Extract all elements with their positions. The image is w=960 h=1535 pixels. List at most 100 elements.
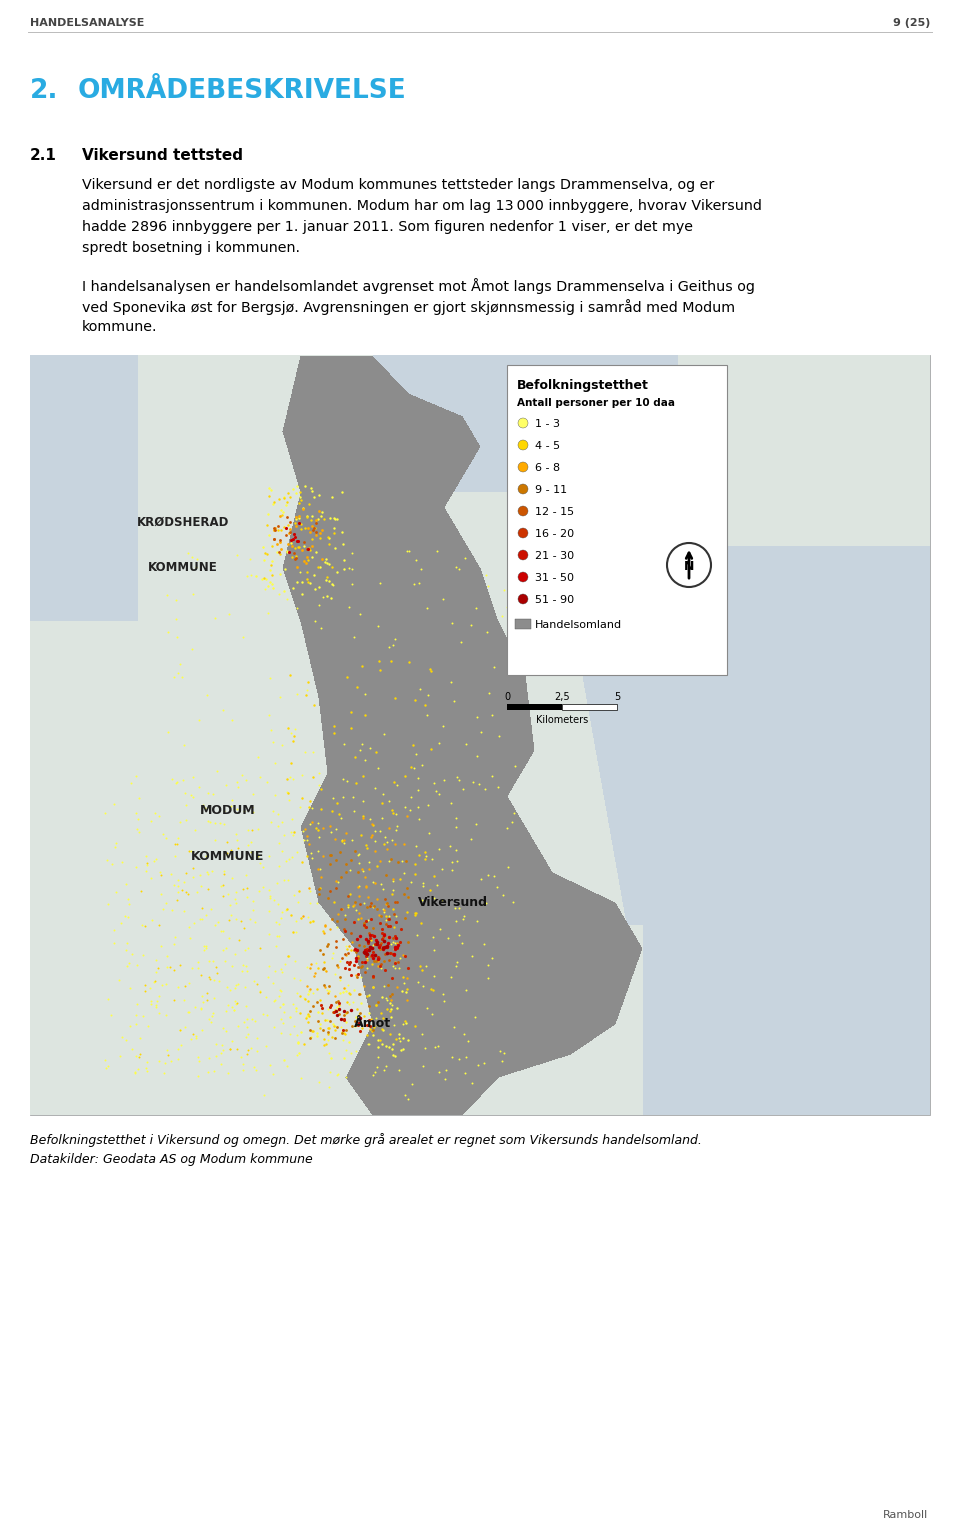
Point <box>241 818 256 843</box>
Point <box>313 616 328 640</box>
Point <box>212 969 228 993</box>
Point <box>434 857 449 881</box>
Point <box>343 1041 358 1065</box>
Point <box>426 938 442 962</box>
Point <box>327 1018 343 1042</box>
Point <box>507 576 522 600</box>
Point <box>317 1033 332 1058</box>
Point <box>332 981 348 1005</box>
Point <box>338 907 353 932</box>
Point <box>342 1030 357 1055</box>
Point <box>305 1019 321 1044</box>
Point <box>311 574 326 599</box>
Point <box>387 923 402 947</box>
Point <box>359 946 374 970</box>
Point <box>348 936 363 961</box>
Point <box>358 915 373 939</box>
Point <box>469 705 485 729</box>
Point <box>295 582 310 606</box>
Point <box>239 959 254 984</box>
Point <box>355 764 371 789</box>
Point <box>204 1004 220 1028</box>
Point <box>170 826 185 850</box>
Point <box>258 1033 274 1058</box>
Point <box>285 729 300 754</box>
Point <box>314 797 329 821</box>
Point <box>179 880 194 904</box>
Point <box>290 534 305 559</box>
Point <box>264 548 279 573</box>
Text: 4 - 5: 4 - 5 <box>535 441 560 451</box>
Point <box>193 962 208 987</box>
Point <box>260 502 276 527</box>
Point <box>379 863 395 887</box>
Point <box>279 540 295 565</box>
Point <box>372 903 388 927</box>
Point <box>369 896 384 921</box>
Point <box>419 843 434 867</box>
Point <box>251 817 266 841</box>
Point <box>347 938 362 962</box>
Point <box>105 852 120 876</box>
Point <box>227 998 242 1022</box>
Point <box>299 683 314 708</box>
Point <box>438 1067 453 1091</box>
Point <box>225 955 240 979</box>
Point <box>263 809 278 834</box>
Point <box>169 769 184 794</box>
Point <box>395 979 410 1004</box>
Point <box>275 503 290 528</box>
Point <box>468 1005 483 1030</box>
Point <box>308 511 324 536</box>
Point <box>326 890 342 915</box>
Point <box>264 571 279 596</box>
Point <box>348 890 363 915</box>
Point <box>499 815 515 840</box>
Point <box>303 952 319 976</box>
Point <box>194 984 209 1008</box>
Point <box>340 1001 355 1025</box>
Point <box>366 975 381 999</box>
Point <box>332 964 348 989</box>
Point <box>351 901 367 926</box>
Point <box>261 953 276 978</box>
Point <box>384 881 399 906</box>
Point <box>362 923 377 947</box>
Point <box>212 810 228 835</box>
Point <box>166 665 181 689</box>
Point <box>435 714 450 738</box>
Point <box>276 992 291 1016</box>
Point <box>327 1025 343 1050</box>
Point <box>444 966 459 990</box>
Text: 51 - 90: 51 - 90 <box>535 596 574 605</box>
Point <box>372 1028 388 1053</box>
Point <box>306 764 322 789</box>
Point <box>309 1024 324 1048</box>
Point <box>336 998 351 1022</box>
Point <box>227 998 242 1022</box>
Point <box>156 1050 172 1074</box>
Point <box>382 904 397 929</box>
Point <box>158 826 174 850</box>
Point <box>452 768 468 792</box>
Point <box>262 703 277 728</box>
Point <box>387 935 402 959</box>
Point <box>329 953 345 978</box>
Point <box>465 944 480 969</box>
Point <box>289 507 304 531</box>
Point <box>406 573 421 597</box>
Text: Vikersund er det nordligste av Modum kommunes tettsteder langs Drammenselva, og : Vikersund er det nordligste av Modum kom… <box>82 178 714 192</box>
Text: 9 - 11: 9 - 11 <box>535 485 567 494</box>
Point <box>190 1064 205 1088</box>
Point <box>114 912 130 936</box>
Point <box>327 984 343 1008</box>
Point <box>229 797 245 821</box>
Point <box>321 553 336 577</box>
Point <box>143 992 158 1016</box>
Point <box>180 999 196 1024</box>
Point <box>363 907 378 932</box>
Point <box>171 873 186 898</box>
Point <box>120 955 135 979</box>
Point <box>420 703 435 728</box>
Point <box>444 1045 459 1070</box>
